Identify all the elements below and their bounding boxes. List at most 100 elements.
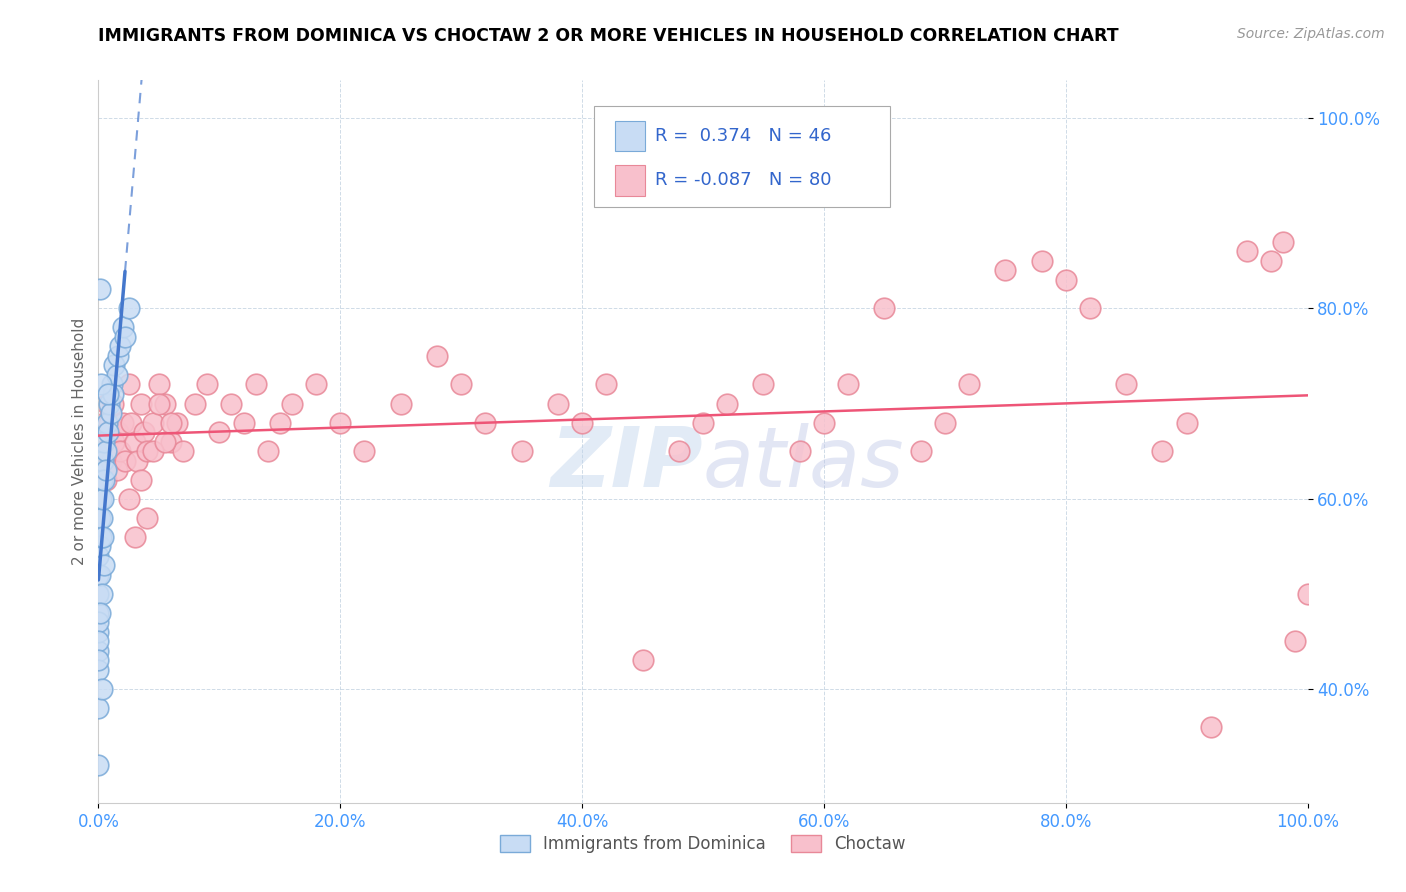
Point: [98, 396, 121, 410]
Point: [631, 653, 654, 667]
Point: [1175, 416, 1198, 430]
Point: [571, 416, 593, 430]
Point: [87, 643, 110, 657]
Point: [269, 416, 291, 430]
Point: [90, 491, 112, 506]
Point: [89, 567, 111, 582]
Point: [89, 282, 111, 296]
Point: [100, 406, 122, 420]
Point: [120, 416, 142, 430]
Point: [1260, 254, 1282, 268]
Legend: Immigrants from Dominica, Choctaw: Immigrants from Dominica, Choctaw: [494, 828, 912, 860]
Point: [1236, 244, 1258, 259]
Point: [510, 444, 533, 458]
Point: [90, 530, 112, 544]
Point: [87, 615, 110, 630]
Point: [93, 558, 115, 573]
Point: [160, 434, 183, 449]
Point: [142, 416, 165, 430]
Point: [1031, 254, 1053, 268]
Point: [91, 510, 114, 524]
Point: [1284, 634, 1306, 648]
Point: [153, 396, 176, 410]
Point: [87, 634, 110, 648]
Point: [221, 396, 243, 410]
Point: [87, 549, 110, 563]
Point: [813, 416, 835, 430]
Point: [256, 444, 278, 458]
Point: [91, 473, 114, 487]
Point: [114, 330, 136, 344]
Point: [281, 396, 304, 410]
Point: [789, 444, 811, 458]
Point: [910, 444, 932, 458]
Point: [96, 416, 118, 430]
Text: Source: ZipAtlas.com: Source: ZipAtlas.com: [1237, 27, 1385, 41]
Point: [142, 444, 165, 458]
Point: [1296, 587, 1319, 601]
Point: [101, 396, 124, 410]
Point: [87, 624, 110, 639]
Point: [752, 377, 775, 392]
Point: [837, 377, 859, 392]
Point: [148, 396, 170, 410]
Point: [716, 396, 738, 410]
Point: [108, 444, 131, 458]
Point: [111, 416, 134, 430]
Point: [105, 368, 128, 382]
Point: [91, 491, 114, 506]
Point: [87, 606, 110, 620]
Text: atlas: atlas: [703, 423, 904, 504]
Point: [87, 587, 110, 601]
Point: [1199, 720, 1222, 734]
Point: [160, 416, 183, 430]
Point: [91, 530, 114, 544]
Point: [89, 510, 111, 524]
Text: ZIP: ZIP: [550, 423, 703, 504]
Point: [103, 434, 125, 449]
Point: [118, 377, 141, 392]
Point: [153, 434, 176, 449]
Point: [166, 416, 188, 430]
Point: [93, 416, 115, 430]
Point: [134, 425, 156, 439]
Point: [94, 444, 117, 458]
Point: [91, 681, 114, 696]
Point: [353, 444, 375, 458]
FancyBboxPatch shape: [595, 105, 890, 207]
Point: [97, 425, 120, 439]
FancyBboxPatch shape: [614, 165, 645, 195]
Point: [127, 453, 149, 467]
Point: [450, 377, 472, 392]
Point: [135, 510, 157, 524]
Point: [105, 463, 128, 477]
Point: [87, 653, 110, 667]
Point: [129, 396, 152, 410]
Text: IMMIGRANTS FROM DOMINICA VS CHOCTAW 2 OR MORE VEHICLES IN HOUSEHOLD CORRELATION : IMMIGRANTS FROM DOMINICA VS CHOCTAW 2 OR…: [98, 27, 1119, 45]
Point: [1054, 273, 1077, 287]
Point: [89, 539, 111, 553]
Point: [208, 425, 231, 439]
Point: [111, 320, 134, 334]
Point: [103, 359, 125, 373]
Point: [118, 301, 141, 316]
Point: [107, 349, 129, 363]
Point: [87, 757, 110, 772]
Point: [91, 587, 114, 601]
Point: [124, 434, 146, 449]
Point: [547, 396, 569, 410]
FancyBboxPatch shape: [614, 121, 645, 152]
Point: [87, 567, 110, 582]
Point: [100, 377, 122, 392]
Point: [668, 444, 690, 458]
Point: [1272, 235, 1295, 249]
Point: [873, 301, 896, 316]
Point: [595, 377, 617, 392]
Text: R = -0.087   N = 80: R = -0.087 N = 80: [655, 171, 831, 189]
Point: [329, 416, 352, 430]
Point: [97, 444, 120, 458]
Point: [90, 377, 112, 392]
Point: [692, 416, 714, 430]
Point: [91, 444, 114, 458]
Point: [245, 377, 267, 392]
